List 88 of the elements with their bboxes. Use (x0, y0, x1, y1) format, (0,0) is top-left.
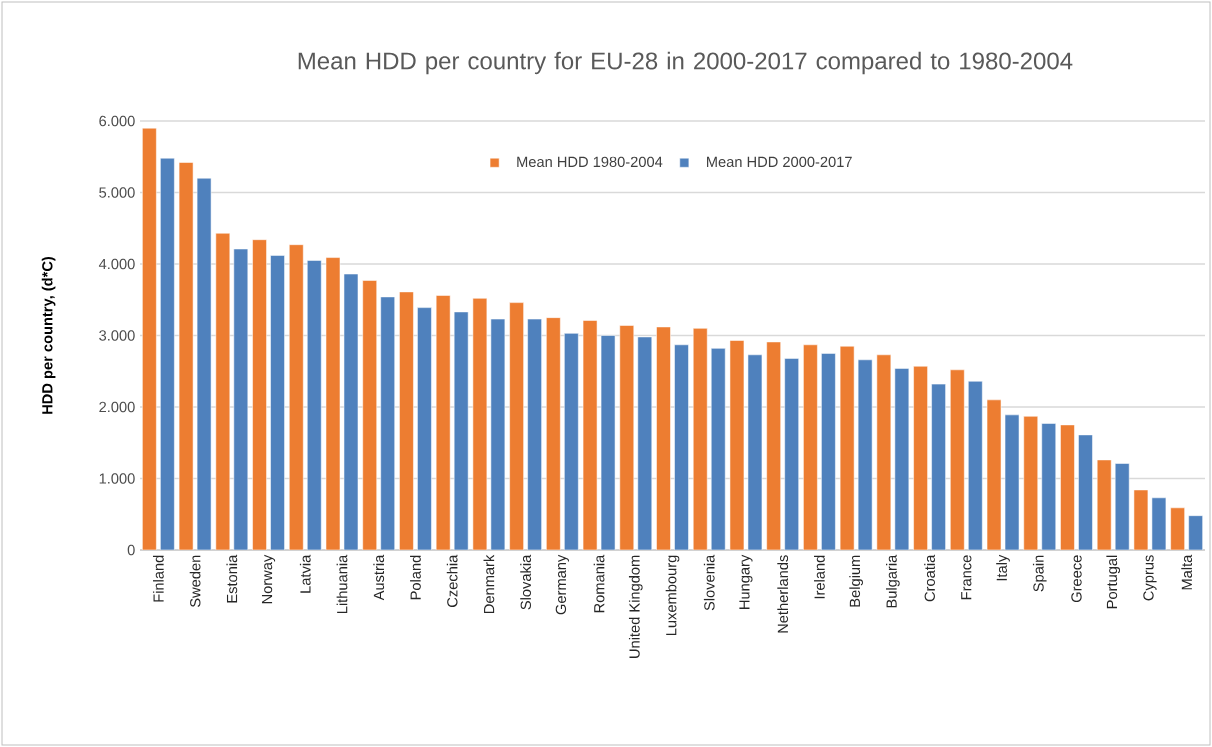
x-tick-label: Italy (996, 554, 1010, 581)
x-tick-label: Estonia (226, 554, 238, 603)
bar (546, 317, 561, 550)
bar (233, 248, 249, 550)
bar (142, 127, 157, 550)
x-tick-label: Belgium (849, 555, 863, 607)
bar (178, 162, 194, 550)
bar (509, 302, 524, 550)
y-tick-label: 6.000 (99, 115, 135, 127)
bar (839, 345, 855, 550)
x-tick-label: Austria (373, 554, 385, 601)
bar (1041, 423, 1057, 550)
bar (619, 325, 635, 550)
bar (876, 354, 892, 550)
bar (766, 341, 781, 550)
legend-label: Mean HDD 2000-2017 (707, 156, 852, 168)
bar (527, 318, 542, 550)
bar (564, 333, 579, 550)
x-tick-label: Hungary (739, 554, 753, 609)
bar (1060, 424, 1075, 550)
bar (986, 399, 1002, 550)
x-tick-label: Germany (555, 554, 569, 615)
bar (1023, 416, 1039, 550)
bar (399, 291, 414, 550)
x-tick-label: Ireland (814, 555, 825, 599)
bar (692, 328, 708, 550)
bar (289, 244, 304, 550)
bar (803, 344, 818, 550)
bar (674, 344, 689, 550)
bar (931, 383, 946, 550)
bar (1114, 463, 1130, 550)
chart-title: Mean HDD per country for EU-28 in 2000-2017 compared to 1980-2004 (298, 51, 1073, 75)
bar (380, 296, 395, 550)
bar (453, 311, 469, 550)
x-tick-label: Lithuania (336, 554, 348, 614)
x-tick-label: Slovakia (520, 554, 531, 610)
x-tick-label: Portugal (1106, 555, 1121, 609)
bar (821, 353, 836, 550)
x-tick-label: Bulgaria (886, 554, 900, 608)
bar (307, 260, 322, 550)
bar (968, 380, 983, 550)
bar (582, 320, 598, 550)
x-tick-label: Spain (1032, 555, 1047, 592)
bar (325, 257, 341, 550)
bar (417, 307, 432, 550)
bar (1133, 489, 1149, 550)
bar (656, 326, 671, 550)
y-tick-label: 5.000 (99, 187, 135, 198)
y-tick-label: 3.000 (99, 330, 135, 341)
x-tick-label: Latvia (299, 554, 311, 593)
x-tick-label: Cyprus (1143, 555, 1157, 601)
bar (1170, 507, 1185, 550)
x-tick-label: Norway (261, 554, 276, 604)
bar (472, 298, 488, 550)
bar (1096, 459, 1112, 550)
x-tick-label: Greece (1071, 555, 1082, 603)
bar (729, 340, 745, 550)
x-tick-label: Malta (1181, 554, 1193, 590)
y-tick-label: 2.000 (99, 401, 135, 413)
x-tick-label: Czechia (446, 554, 458, 607)
y-tick-label: 4.000 (98, 258, 135, 270)
bar (1078, 434, 1093, 550)
y-tick-label: 1.000 (99, 473, 135, 484)
bar (270, 255, 285, 550)
x-tick-label: France (961, 555, 972, 600)
x-tick-label: Denmark (483, 554, 495, 613)
x-tick-label: Sweden (189, 555, 201, 608)
bar (637, 336, 653, 550)
bar (215, 232, 231, 550)
bar (362, 280, 377, 550)
bar (710, 348, 726, 550)
bar (913, 365, 928, 550)
x-tick-label: Finland (152, 555, 164, 602)
y-tick-label: 0 (127, 544, 135, 556)
bar (252, 239, 267, 550)
bar (784, 358, 799, 550)
x-tick-label: United Kingdom (628, 555, 643, 658)
legend-label: Mean HDD 1980-2004 (517, 156, 663, 168)
x-tick-label: Poland (410, 555, 421, 600)
x-tick-label: Netherlands (777, 555, 789, 633)
y-axis-title: HDD per country, (d*C) (41, 256, 56, 414)
x-tick-label: Croatia (924, 554, 935, 602)
x-tick-label: Romania (593, 554, 605, 613)
bar (160, 157, 175, 550)
bar (950, 369, 965, 550)
x-tick-label: Slovenia (703, 554, 715, 611)
x-tick-label: Luxembourg (665, 555, 680, 636)
bar (435, 295, 451, 550)
